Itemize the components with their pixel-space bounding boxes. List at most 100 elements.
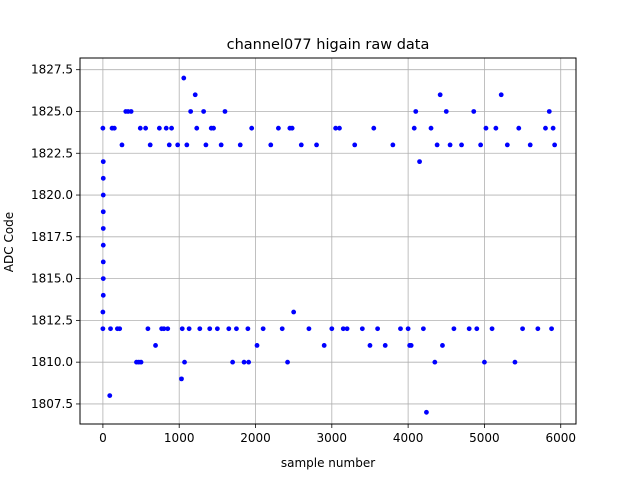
data-point — [138, 359, 144, 365]
x-tick-label: 4000 — [393, 431, 424, 445]
data-point — [306, 326, 312, 332]
data-point — [182, 359, 187, 365]
data-point — [100, 159, 106, 165]
data-point — [153, 343, 158, 348]
x-tick-label: 6000 — [545, 431, 576, 445]
data-point — [443, 109, 449, 114]
data-point — [165, 326, 171, 332]
data-point — [197, 326, 203, 332]
data-point — [276, 125, 281, 131]
data-point — [337, 125, 342, 131]
data-point — [535, 326, 541, 332]
data-point — [489, 326, 495, 332]
data-point — [100, 259, 106, 265]
data-point — [527, 142, 533, 148]
y-tick-label: 1810.0 — [31, 355, 73, 369]
data-point — [359, 326, 365, 332]
x-tick-label: 3000 — [317, 431, 348, 445]
data-point — [549, 326, 554, 332]
y-tick-label: 1815.0 — [31, 272, 73, 286]
data-point — [417, 159, 422, 165]
data-point — [100, 242, 106, 248]
data-point — [447, 142, 453, 148]
data-point — [226, 326, 232, 332]
grid — [80, 58, 576, 424]
data-point — [260, 326, 266, 332]
x-tick-label: 2000 — [240, 431, 271, 445]
data-point — [230, 359, 236, 365]
data-point — [188, 109, 194, 114]
data-point — [471, 109, 477, 114]
data-point — [352, 142, 358, 148]
data-points — [100, 75, 558, 415]
data-point — [285, 359, 290, 365]
data-point — [291, 309, 297, 315]
chart-title: channel077 higain raw data — [227, 37, 430, 53]
data-point — [279, 326, 285, 332]
data-point — [482, 359, 487, 365]
data-point — [175, 142, 181, 148]
data-point — [100, 309, 106, 315]
data-point — [111, 125, 117, 131]
data-point — [546, 109, 552, 114]
data-point — [390, 142, 396, 148]
data-point — [100, 175, 106, 181]
x-tick-label: 5000 — [469, 431, 500, 445]
x-tick-label: 1000 — [164, 431, 195, 445]
data-point — [552, 142, 558, 148]
data-point — [375, 326, 380, 332]
data-point — [211, 125, 216, 131]
data-point — [408, 343, 414, 348]
data-point — [434, 142, 440, 148]
data-point — [169, 125, 174, 131]
data-point — [201, 109, 207, 114]
data-point — [398, 326, 403, 332]
data-point — [520, 326, 525, 332]
x-tick-label: 0 — [99, 431, 107, 445]
data-point — [428, 125, 434, 131]
data-point — [207, 326, 213, 332]
data-point — [254, 343, 260, 348]
plot-frame — [79, 57, 577, 425]
data-point — [100, 125, 106, 131]
data-point — [289, 125, 295, 131]
data-point — [241, 359, 247, 365]
x-axis-label: sample number — [281, 456, 375, 470]
data-point — [329, 326, 335, 332]
data-point — [550, 125, 556, 131]
data-point — [474, 326, 480, 332]
y-tick-label: 1817.5 — [31, 230, 73, 244]
data-point — [117, 326, 123, 332]
data-point — [100, 326, 106, 332]
data-point — [344, 326, 350, 332]
data-point — [203, 142, 209, 148]
data-point — [249, 125, 255, 131]
data-point — [163, 125, 169, 131]
data-point — [437, 92, 443, 98]
data-point — [504, 142, 510, 148]
data-point — [314, 142, 319, 148]
y-tick-label: 1812.5 — [31, 313, 73, 327]
data-point — [100, 226, 106, 231]
data-point — [333, 125, 339, 131]
data-point — [100, 292, 106, 298]
y-axis-label: ADC Code — [2, 212, 16, 272]
data-point — [543, 125, 548, 131]
data-point — [298, 142, 304, 148]
data-point — [367, 343, 373, 348]
data-point — [268, 142, 274, 148]
data-point — [145, 326, 151, 332]
data-point — [405, 326, 411, 332]
data-point — [483, 125, 489, 131]
data-point — [440, 343, 445, 348]
data-point — [143, 125, 149, 131]
data-point — [194, 125, 200, 131]
data-point — [181, 75, 187, 81]
data-point — [432, 359, 438, 365]
data-point — [512, 359, 518, 365]
data-point — [382, 343, 388, 348]
data-point — [459, 142, 464, 148]
